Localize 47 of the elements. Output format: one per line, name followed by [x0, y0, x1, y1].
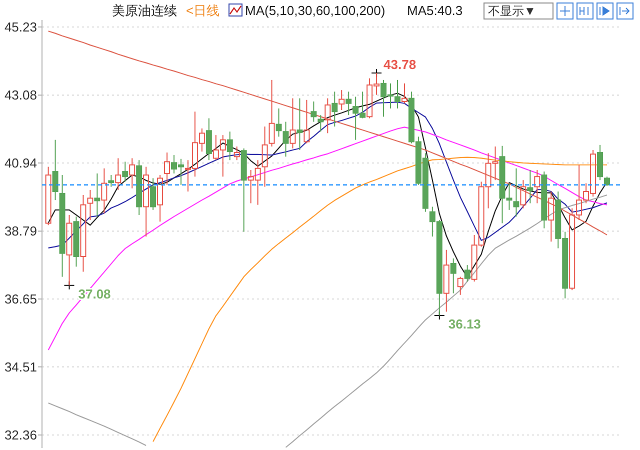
candlestick	[52, 139, 58, 201]
candlestick	[527, 169, 534, 204]
candlestick	[443, 249, 450, 312]
candlestick	[66, 214, 72, 286]
candlestick	[310, 100, 317, 122]
annotation: 36.13	[448, 316, 481, 332]
candlestick	[290, 98, 296, 149]
candlestick	[282, 121, 289, 158]
candlestick	[101, 168, 108, 214]
candlestick	[80, 194, 86, 272]
candlestick	[338, 90, 345, 111]
y-tick-label: 45.23	[4, 20, 37, 35]
candlestick	[226, 131, 233, 161]
candlestick	[87, 189, 94, 221]
line-series	[152, 156, 608, 442]
candlestick	[150, 178, 156, 210]
annotation: 43.78	[384, 56, 416, 72]
candlestick	[164, 152, 170, 186]
candlestick	[346, 91, 352, 116]
y-tick-label: 34.51	[4, 359, 37, 374]
candlestick	[513, 168, 520, 218]
candlestick	[143, 166, 150, 238]
candlestick	[59, 174, 66, 278]
line-series	[48, 126, 608, 351]
text: MA(5,10,30,60,100,200)	[245, 3, 386, 18]
y-tick-label: 40.94	[4, 156, 37, 171]
y-tick-label: 36.65	[4, 292, 37, 307]
candlestick	[450, 258, 456, 294]
candlestick	[122, 161, 128, 182]
candlestick	[296, 98, 303, 150]
candlestick	[304, 99, 310, 144]
y-tick-label: 38.79	[4, 224, 37, 239]
chart-title: 美原油连续	[112, 3, 177, 18]
candlestick	[332, 91, 338, 128]
candlestick	[115, 158, 122, 190]
candlestick	[129, 158, 136, 189]
text: MA5:40.3	[407, 3, 463, 18]
candlestick	[276, 108, 282, 138]
y-tick-label: 43.08	[4, 88, 37, 103]
y-tick-label: 32.36	[4, 428, 37, 443]
candlestick	[262, 126, 268, 188]
text: 不显示▼	[488, 4, 536, 18]
candlestick	[73, 216, 80, 268]
text: <日线	[186, 3, 220, 18]
candlestick	[136, 160, 142, 216]
candlestick	[94, 172, 100, 218]
line-series	[48, 30, 608, 236]
